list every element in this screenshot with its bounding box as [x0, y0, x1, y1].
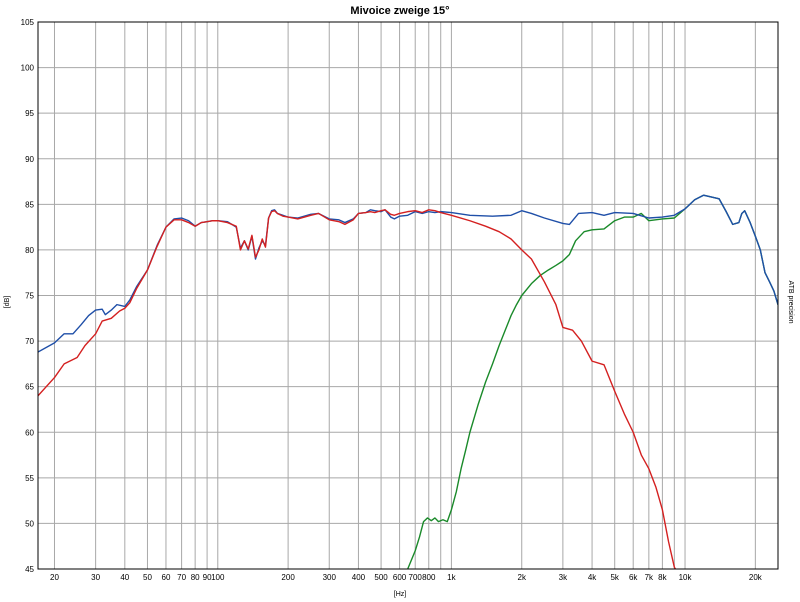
y-tick-label: 105	[21, 18, 35, 27]
x-tick-label: 5k	[610, 573, 619, 582]
y-tick-label: 75	[25, 292, 34, 301]
x-tick-label: 6k	[629, 573, 638, 582]
grid	[38, 21, 778, 570]
x-tick-label: 600	[393, 573, 407, 582]
y-tick-label: 45	[25, 565, 34, 574]
x-axis-label: [Hz]	[394, 591, 407, 598]
x-tick-label: 10k	[679, 573, 693, 582]
x-tick-label: 800	[422, 573, 436, 582]
side-label: ATB precision	[787, 280, 794, 323]
x-tick-label: 90	[203, 573, 212, 582]
chart-title: Mivoice zweige 15°	[350, 5, 449, 17]
x-tick-label: 50	[143, 573, 152, 582]
series-line-2	[38, 209, 677, 569]
series-group	[38, 194, 778, 569]
y-tick-label: 70	[25, 337, 34, 346]
x-tick-labels: 20 30 40 50 60 70 80 90 100 200 300 400 500 600 700 800…	[50, 573, 763, 582]
x-tick-label: 400	[352, 573, 366, 582]
x-tick-label: 30	[91, 573, 100, 582]
y-tick-label: 65	[25, 383, 34, 392]
x-tick-label: 70	[177, 573, 186, 582]
y-tick-label: 85	[25, 200, 34, 209]
y-tick-label: 80	[25, 246, 34, 255]
y-tick-label: 50	[25, 519, 34, 528]
y-tick-label: 60	[25, 428, 34, 437]
y-axis-label: [dB]	[4, 296, 11, 309]
x-tick-label: 4k	[588, 573, 597, 582]
x-tick-label: 3k	[559, 573, 568, 582]
x-tick-label: 300	[323, 573, 337, 582]
x-tick-label: 8k	[658, 573, 667, 582]
x-tick-label: 20k	[749, 573, 763, 582]
y-tick-label: 95	[25, 109, 34, 118]
y-tick-label: 100	[21, 64, 35, 73]
x-tick-label: 40	[120, 573, 129, 582]
y-tick-labels: 45 50 55 60 65 70 75 80 85 90 95 100 105	[21, 18, 35, 574]
x-tick-label: 7k	[645, 573, 654, 582]
x-tick-label: 200	[281, 573, 295, 582]
x-tick-label: 20	[50, 573, 59, 582]
x-tick-label: 80	[191, 573, 200, 582]
x-tick-label: 1k	[447, 573, 456, 582]
y-tick-label: 90	[25, 155, 34, 164]
x-tick-label: 700	[409, 573, 423, 582]
plot-frame	[37, 21, 779, 570]
x-tick-label: 2k	[518, 573, 527, 582]
series-layer	[38, 194, 778, 569]
y-tick-label: 55	[25, 474, 34, 483]
x-tick-label: 500	[374, 573, 388, 582]
x-tick-label: 60	[162, 573, 171, 582]
x-tick-label: 100	[211, 573, 225, 582]
